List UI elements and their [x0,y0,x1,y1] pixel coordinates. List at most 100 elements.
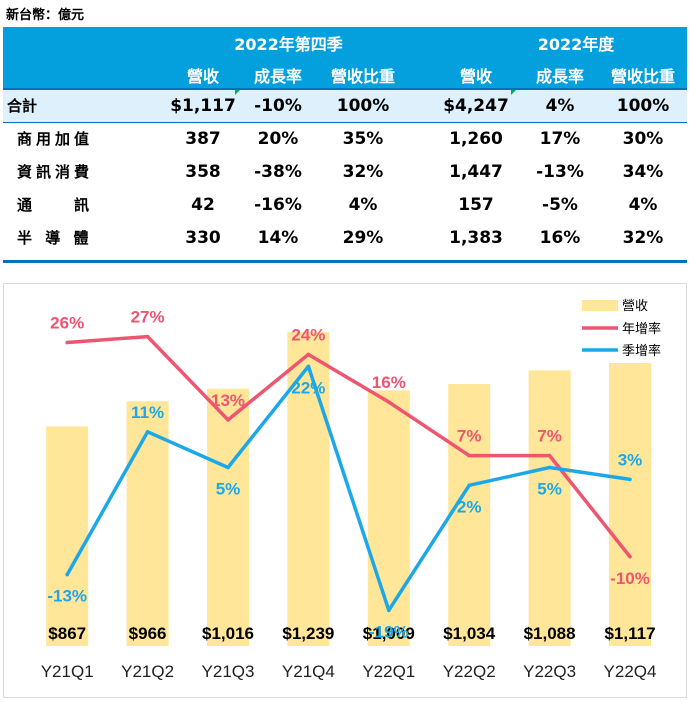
growth-value-label: 24% [291,325,325,344]
growth-value-label: 13% [211,391,245,410]
x-tick-label: Y21Q2 [121,662,174,681]
revenue-value-label: $1,088 [524,624,576,643]
revenue-bar [609,363,651,646]
x-tick-label: Y22Q1 [362,662,415,681]
growth-point [226,418,230,422]
revenue-value-label: $1,239 [282,624,334,643]
growth-value-label: 2% [457,497,482,516]
table-cell: 100% [616,96,670,116]
revenue-value-label: $966 [129,624,167,643]
table-cell: 4% [545,96,575,116]
growth-point [226,465,230,470]
growth-point [65,340,69,345]
row-divider [3,122,687,123]
growth-point [306,364,311,369]
table-cell: 157 [458,195,494,215]
table-cell: 14% [257,228,299,248]
table-cell: 34% [622,162,664,182]
growth-point [467,483,472,488]
revenue-value-label: $1,117 [604,624,655,643]
table-cell: 30% [622,129,664,149]
row-label: 合計 [7,97,38,115]
growth-value-label: -19% [369,622,409,641]
growth-value-label: 7% [537,427,562,446]
table-cell: 358 [185,162,221,182]
table-cell: 16% [539,228,581,248]
revenue-bar [207,388,249,646]
row-label: 商用加值 [17,130,94,148]
table-cell: 100% [336,96,390,116]
growth-value-label: 5% [537,480,562,499]
row-label: 通 訊 [17,196,94,214]
revenue-bar [126,401,169,646]
col-header-revenue-year: 營收 [459,67,492,86]
growth-value-label: 16% [372,373,406,392]
table-cell: 4% [348,195,378,215]
table-cell: 387 [185,129,221,149]
row-label: 半 導 體 [17,229,93,247]
table-cell: 29% [342,228,384,248]
legend-revenue-label: 營收 [622,299,648,314]
growth-value-label: 26% [50,314,84,333]
revenue-bar [46,426,89,646]
table-cell: -16% [254,195,302,215]
col-header-share-q4: 營收比重 [330,67,395,86]
growth-point [145,430,150,434]
revenue-value-label: $1,034 [443,624,496,643]
growth-point [387,608,391,613]
growth-point [467,453,472,458]
growth-point [387,400,391,404]
unit-label: 新台幣：億元 [6,8,85,23]
col-header-growth-q4: 成長率 [253,67,302,86]
x-tick-label: Y22Q3 [523,662,576,681]
table-header: 2022年第四季 2022年度 營收 成長率 營收比重 營收 成長率 營收比重 [3,27,687,88]
growth-point [65,572,69,577]
table-cell: 32% [622,228,664,248]
legend-yoy-label: 年增率 [622,321,661,337]
table-cell: -10% [254,96,302,116]
row-label: 資訊消費 [17,163,94,181]
col-header-share-year: 營收比重 [610,67,675,86]
table-bottom-border [3,260,687,263]
qoq-growth-line [65,364,631,613]
table-cell: -5% [542,195,578,215]
cell-marker [511,90,516,95]
table-cell: 1,383 [449,228,503,248]
revenue-bar [367,390,410,646]
growth-value-label: 5% [216,480,241,499]
table-cell: -38% [254,162,302,182]
growth-point [628,477,632,482]
header-divider [3,88,687,90]
total-row-background [3,90,687,122]
revenue-value-label: $1,016 [202,624,254,643]
growth-value-label: 3% [618,450,643,469]
growth-value-label: 7% [457,427,482,446]
table-cell: 1,447 [449,162,503,182]
table-cell: 1,260 [449,129,503,149]
legend-revenue-swatch [582,300,618,311]
table-cell: 42 [191,195,215,215]
table-cell: 20% [257,129,299,149]
revenue-bar [528,370,571,646]
x-tick-label: Y21Q4 [282,662,335,681]
revenue-value-label: $1,009 [363,624,415,643]
x-tick-label: Y21Q3 [202,662,255,681]
growth-point [306,352,311,357]
growth-value-label: -13% [47,587,87,606]
legend-qoq-label: 季增率 [622,343,661,359]
table-cell: 35% [342,129,384,149]
table-cell: $4,247 [443,96,509,116]
yoy-growth-line [67,334,632,558]
group-header-q4: 2022年第四季 [234,35,343,54]
growth-point [145,334,150,339]
revenue-table: 2022年第四季 2022年度 營收 成長率 營收比重 營收 成長率 營收比重 … [3,27,687,263]
revenue-bar [448,384,491,646]
growth-point [628,554,632,559]
revenue-growth-chart: $867 $966 $1,016 $1,239 $1,009 $1,034 $1,088 $1… [3,283,687,698]
group-header-year: 2022年度 [537,35,615,54]
growth-value-label: 11% [131,403,164,422]
col-header-growth-year: 成長率 [535,67,584,86]
chart-canvas: $867 $966 $1,016 $1,239 $1,009 $1,034 $1,088 $1… [41,299,661,681]
growth-value-label: -10% [610,569,650,588]
col-header-revenue-q4: 營收 [186,67,219,86]
